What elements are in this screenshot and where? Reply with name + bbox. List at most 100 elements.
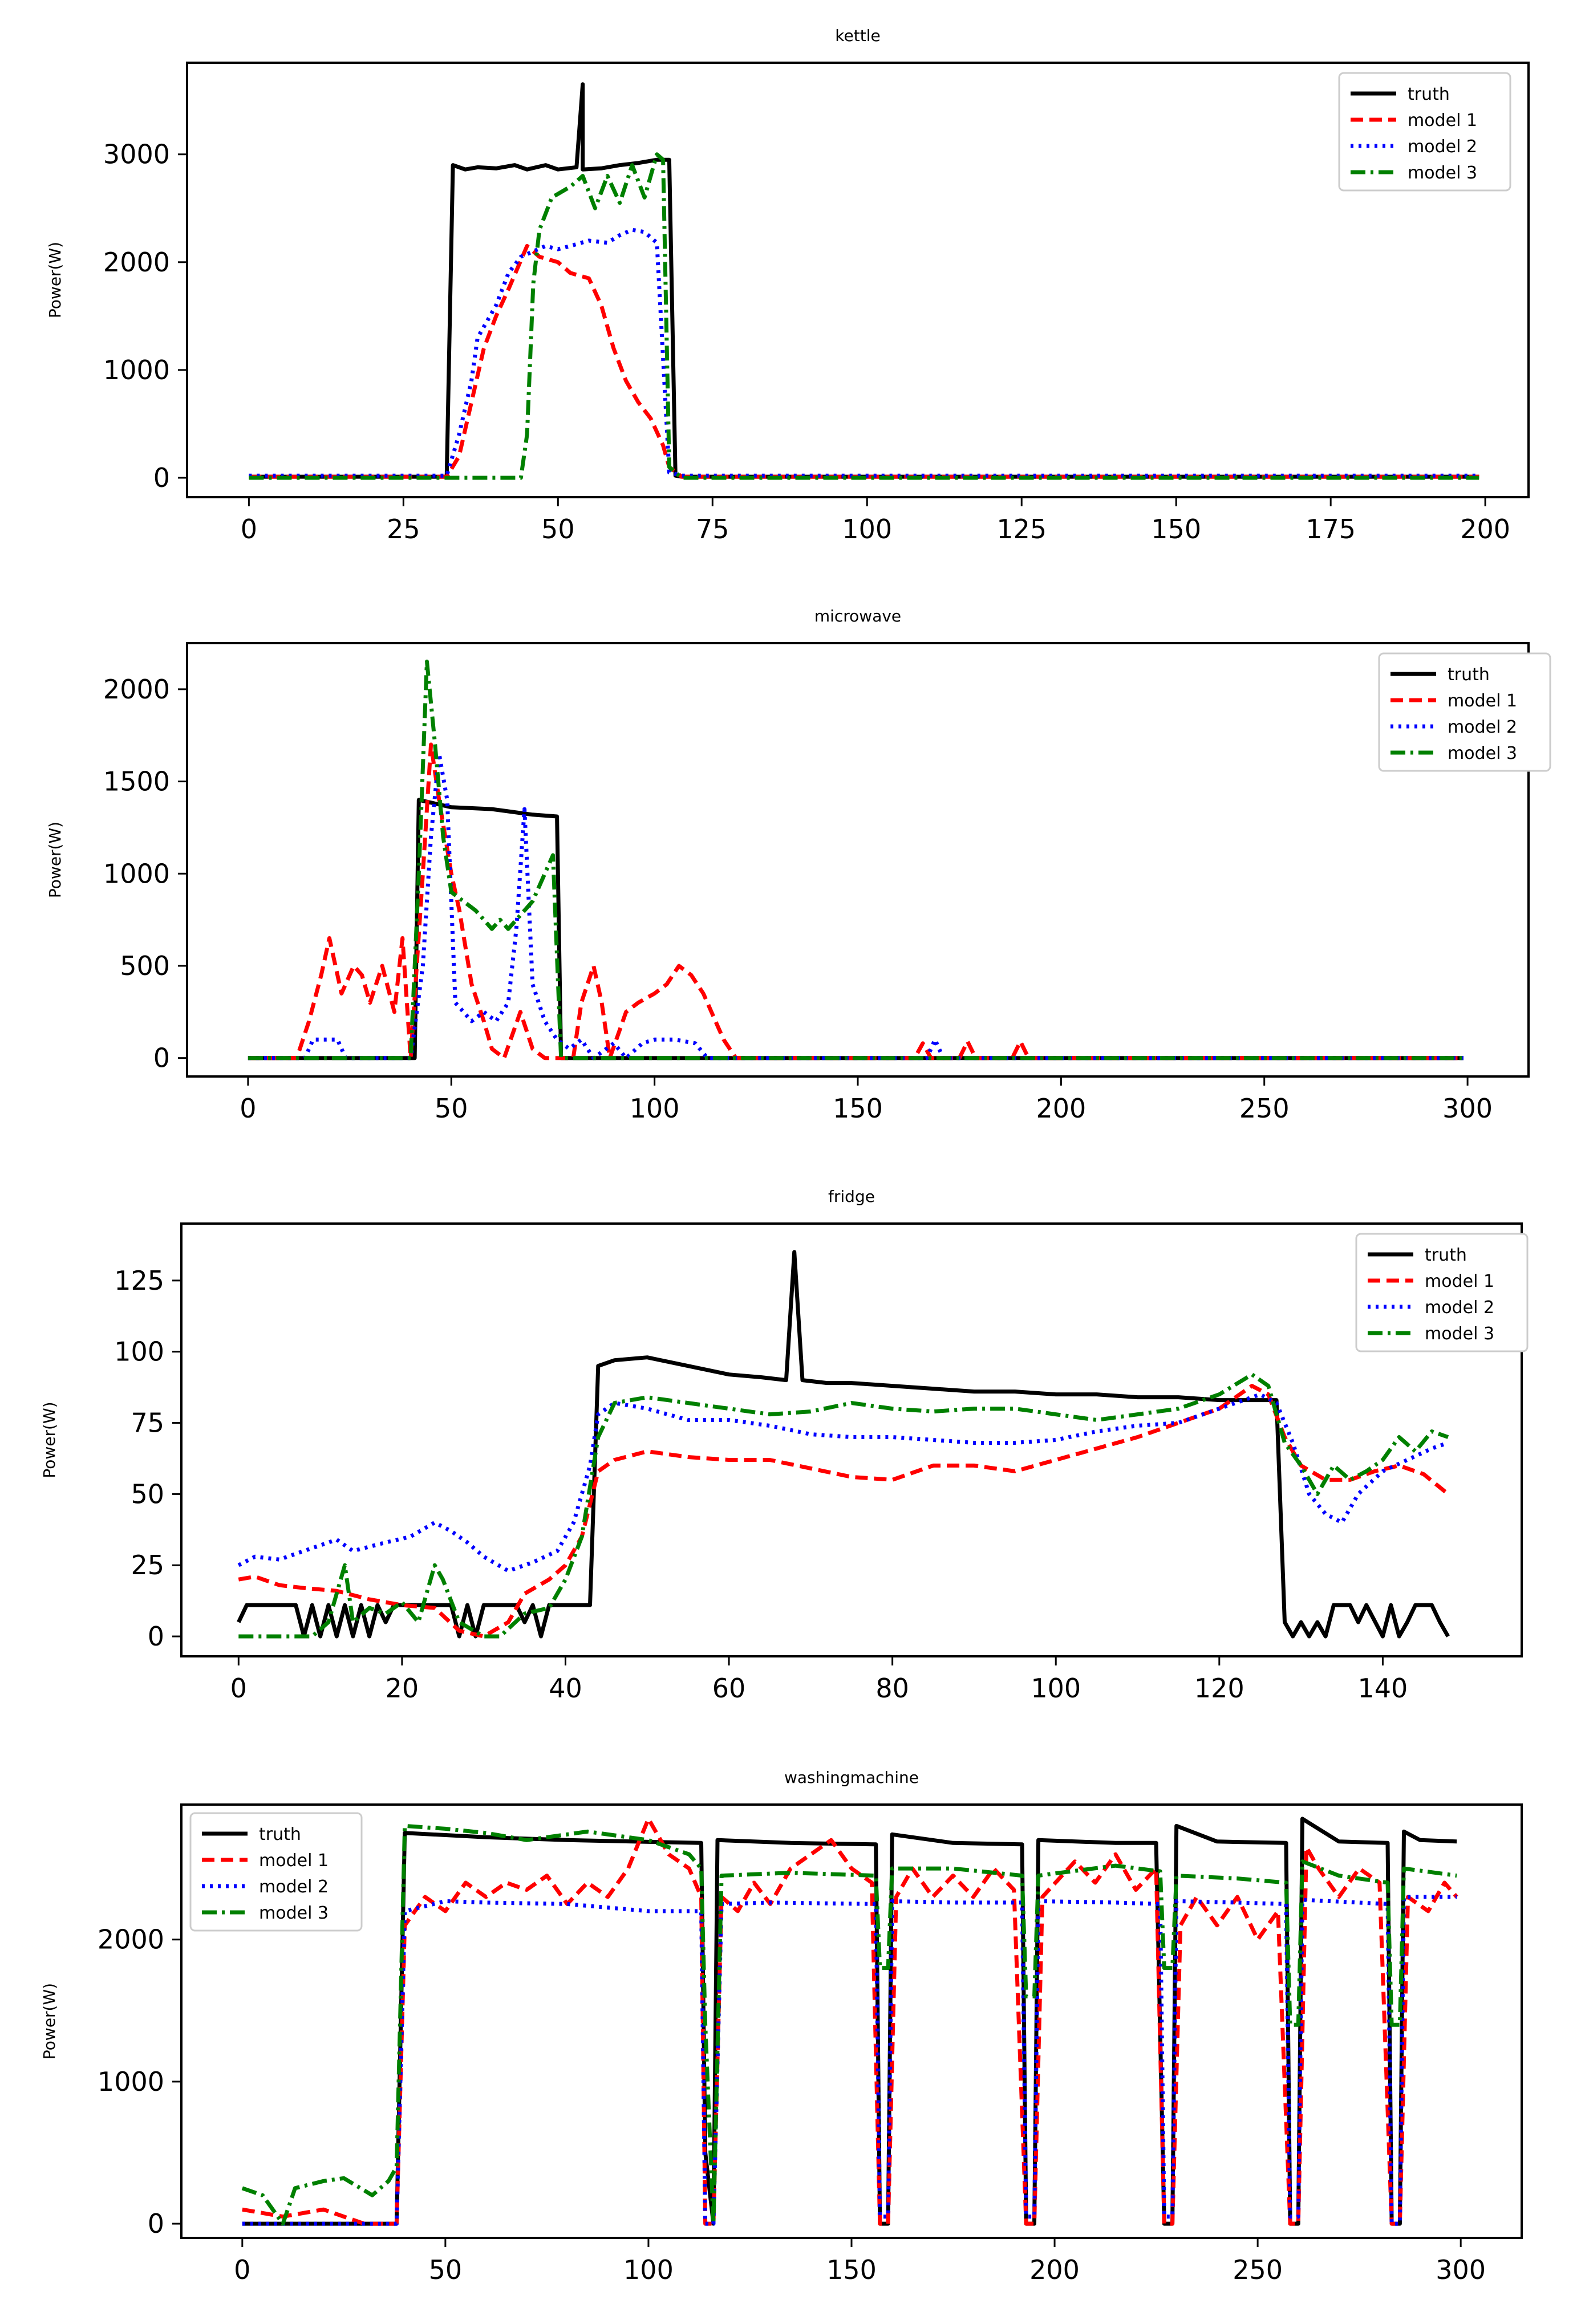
series-line-model-2: [242, 1895, 1457, 2226]
series-line-model-3: [249, 152, 1479, 480]
x-tick-label: 125: [996, 514, 1047, 545]
y-tick-label: 2000: [103, 247, 170, 278]
legend-label: model 2: [1448, 717, 1517, 737]
y-axis-label: Power(W): [40, 1983, 59, 2059]
legend: truth model 1 model 2 model 3: [189, 1812, 363, 1932]
series-line-model-2: [249, 227, 1479, 478]
chart-title: kettle: [835, 26, 880, 45]
series-line-model-3: [248, 659, 1464, 1061]
x-tick-label: 20: [386, 1673, 419, 1704]
x-tick-label: 100: [1031, 1673, 1081, 1704]
chart-washingmachine: washingmachine Power(W) 0 50 100 150 200 250 300…: [40, 1768, 1523, 2285]
legend-label: model 3: [1408, 163, 1477, 183]
series-line-model-2: [248, 751, 1464, 1061]
legend-label: model 3: [259, 1903, 329, 1923]
x-tick-label: 0: [240, 1093, 256, 1124]
y-tick-label: 25: [131, 1550, 164, 1581]
y-tick-label: 125: [114, 1265, 164, 1296]
legend-box: [189, 1812, 363, 1932]
series-line-truth: [242, 1817, 1457, 2226]
series-line-model-1: [242, 1817, 1458, 2226]
y-tick-label: 1000: [103, 355, 170, 385]
y-tick-label: 1000: [98, 2066, 164, 2097]
series-line-model-1: [249, 243, 1479, 479]
series-group: [248, 659, 1464, 1061]
y-tick-label: 500: [120, 950, 170, 981]
x-tick-label: 0: [234, 2254, 250, 2285]
y-tick-label: 0: [148, 1621, 164, 1652]
x-tick-label: 50: [541, 514, 575, 545]
x-tick-label: 50: [435, 1093, 468, 1124]
x-tick-label: 200: [1460, 514, 1510, 545]
series-line-model-1: [238, 1384, 1450, 1639]
axes-frame: [186, 62, 1530, 498]
y-tick-label: 2000: [103, 674, 170, 705]
x-tick-label: 150: [1151, 514, 1201, 545]
legend-label: truth: [1448, 665, 1490, 685]
legend-label: model 1: [1448, 691, 1517, 711]
x-tick-label: 140: [1357, 1673, 1408, 1704]
x-tick-label: 60: [712, 1673, 746, 1704]
legend-label: model 2: [1408, 137, 1477, 157]
chart-title: microwave: [814, 607, 901, 625]
axes-frame: [186, 642, 1530, 1078]
legend-box: [1378, 652, 1551, 772]
legend-label: truth: [1425, 1245, 1467, 1265]
series-group: [249, 82, 1479, 480]
x-tick-label: 100: [623, 2254, 674, 2285]
legend-label: model 1: [1408, 111, 1477, 131]
legend-label: model 3: [1448, 743, 1517, 763]
series-line-model-3: [241, 1823, 1457, 2226]
series-line-model-3: [238, 1372, 1449, 1639]
y-axis-label: Power(W): [46, 822, 64, 898]
x-tick-label: 300: [1436, 2254, 1486, 2285]
series-line-model-2: [237, 1392, 1449, 1573]
x-tick-label: 0: [230, 1673, 247, 1704]
series-group: [241, 1817, 1458, 2226]
y-axis-label: Power(W): [46, 242, 64, 318]
y-tick-label: 100: [114, 1336, 164, 1367]
x-tick-label: 75: [696, 514, 729, 545]
legend-label: model 3: [1425, 1324, 1494, 1344]
legend-label: model 1: [259, 1851, 329, 1871]
axes-frame: [180, 1222, 1523, 1657]
legend-label: truth: [1408, 84, 1450, 104]
legend-label: model 2: [259, 1877, 329, 1897]
y-axis-label: Power(W): [40, 1401, 59, 1478]
x-tick-label: 100: [630, 1093, 680, 1124]
y-tick-label: 1000: [103, 858, 170, 889]
x-tick-label: 150: [826, 2254, 877, 2285]
chart-title: washingmachine: [784, 1768, 919, 1787]
x-tick-label: 100: [842, 514, 892, 545]
x-tick-label: 150: [833, 1093, 883, 1124]
y-tick-label: 2000: [98, 1924, 164, 1955]
x-tick-label: 200: [1036, 1093, 1086, 1124]
y-tick-label: 3000: [103, 139, 170, 170]
legend: truth model 1 model 2 model 3: [1378, 652, 1551, 772]
x-tick-label: 120: [1194, 1673, 1244, 1704]
x-tick-label: 0: [241, 514, 257, 545]
y-tick-label: 0: [153, 462, 170, 493]
chart-microwave: microwave Power(W) 0 50 100 150 200 250 300 0 500 1…: [46, 607, 1551, 1124]
y-tick-label: 75: [131, 1408, 164, 1439]
y-tick-label: 1500: [103, 766, 170, 797]
series-line-model-1: [248, 742, 1464, 1061]
series-line-truth: [249, 82, 1479, 479]
x-tick-label: 200: [1029, 2254, 1080, 2285]
x-tick-label: 40: [549, 1673, 582, 1704]
x-tick-label: 25: [387, 514, 420, 545]
legend-box: [1338, 72, 1511, 192]
x-tick-label: 250: [1233, 2254, 1283, 2285]
legend-label: model 2: [1425, 1298, 1494, 1318]
y-tick-label: 0: [153, 1043, 170, 1074]
legend-box: [1355, 1233, 1529, 1352]
legend-label: truth: [259, 1825, 301, 1844]
x-tick-label: 50: [429, 2254, 463, 2285]
y-tick-label: 0: [148, 2208, 164, 2239]
legend: truth model 1 model 2 model 3: [1338, 72, 1511, 192]
chart-title: fridge: [828, 1187, 875, 1206]
x-tick-label: 80: [875, 1673, 909, 1704]
series-group: [237, 1250, 1450, 1639]
